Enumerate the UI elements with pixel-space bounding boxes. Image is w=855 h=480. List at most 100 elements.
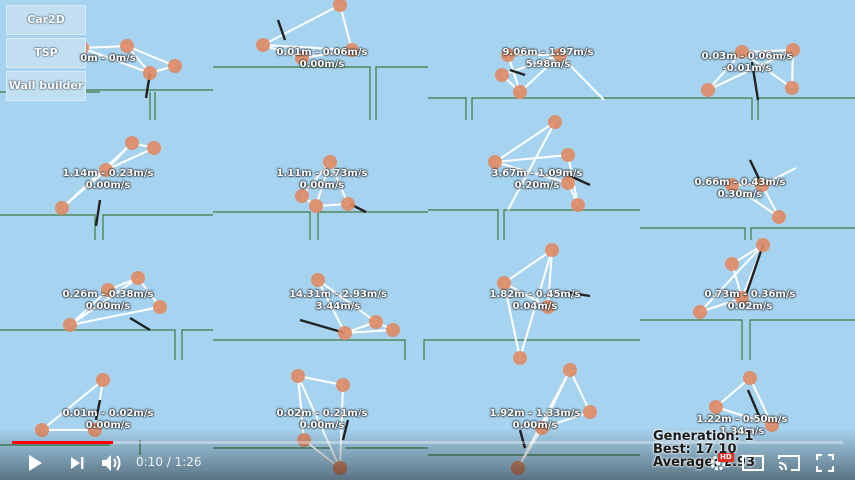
creature-joint xyxy=(511,461,525,475)
creature-joint xyxy=(786,43,800,57)
creature-joint xyxy=(125,136,139,150)
creature-limb xyxy=(541,369,571,429)
creature xyxy=(55,136,161,227)
creature-limb xyxy=(105,147,155,171)
ground-segment xyxy=(213,211,428,240)
creature-joint xyxy=(583,405,597,419)
creature-joint xyxy=(291,369,305,383)
creature-joint xyxy=(153,300,167,314)
creature-limb xyxy=(731,184,780,218)
creature xyxy=(75,39,182,99)
creature-joint xyxy=(693,305,707,319)
creature-limb xyxy=(715,377,751,408)
creature xyxy=(701,43,800,101)
creature-limb xyxy=(262,4,341,46)
ground-segment xyxy=(640,319,855,360)
creature-limb xyxy=(339,384,344,469)
creature-joint xyxy=(336,378,350,392)
creature-joint xyxy=(101,283,115,297)
cell-label-1: 0m - 0m/s xyxy=(80,53,136,64)
tsp-button[interactable]: TSP xyxy=(6,38,86,68)
creature-joint xyxy=(495,68,509,82)
creature-joint xyxy=(785,81,799,95)
creature-joint xyxy=(333,461,347,475)
creature-limb xyxy=(519,54,561,93)
creature-limb xyxy=(297,375,341,469)
cell-label-14: 0.02m - 0.21m/s 0.00m/s xyxy=(276,408,368,431)
creature-joint xyxy=(772,210,786,224)
creature-limb xyxy=(81,45,128,49)
cast-button[interactable] xyxy=(777,452,801,474)
creature-joint xyxy=(765,418,779,432)
cell-label-15: 1.92m - 1.33m/s 0.00m/s xyxy=(489,408,581,431)
creature-joint xyxy=(295,189,309,203)
creature-limb xyxy=(547,249,553,308)
miniplayer-button[interactable] xyxy=(741,452,765,474)
creature xyxy=(497,243,591,365)
creature-limb xyxy=(741,49,794,53)
creature-limb xyxy=(569,369,591,413)
creature-joint xyxy=(99,163,113,177)
miniplayer-icon xyxy=(742,455,764,471)
creature-muscle xyxy=(518,429,527,449)
fullscreen-button[interactable] xyxy=(813,452,837,474)
creature-muscle xyxy=(94,199,102,227)
creature xyxy=(511,363,597,475)
cast-icon xyxy=(778,455,800,471)
creature xyxy=(693,238,770,319)
play-icon xyxy=(29,455,42,471)
creature-joint xyxy=(571,198,585,212)
creature-joint xyxy=(743,371,757,385)
creature-joint xyxy=(725,178,739,192)
creature-joint xyxy=(309,199,323,213)
creature xyxy=(495,48,605,101)
creature-limb xyxy=(494,161,569,184)
wall-builder-button[interactable]: Wall builder xyxy=(6,71,86,101)
volume-button[interactable] xyxy=(100,452,124,474)
creature-joint xyxy=(323,155,337,169)
ground-segment xyxy=(428,209,640,240)
generation-stats: Generation: 1 Best: 17.10 Average: 2.93 xyxy=(653,430,755,469)
creature-limb xyxy=(69,289,109,326)
creature-joint xyxy=(386,323,400,337)
ground-segment xyxy=(0,329,213,360)
creature-limb xyxy=(715,406,773,426)
player-controls-bar xyxy=(0,428,855,480)
creature-joint xyxy=(341,197,355,211)
creature-limb xyxy=(699,297,743,313)
creature-limb xyxy=(126,45,176,67)
creature xyxy=(709,371,779,432)
hd-badge: HD xyxy=(718,453,734,462)
creature-joint xyxy=(545,243,559,257)
cell-label-11: 1.82m - 0.45m/s 0.04m/s xyxy=(489,289,581,312)
ground-segment xyxy=(0,440,141,455)
creature xyxy=(291,369,350,475)
creature xyxy=(725,159,797,224)
creature-joint xyxy=(501,48,515,62)
cell-label-4: 0.03m - 0.06m/s -0.01m/s xyxy=(701,51,793,74)
creature-joint xyxy=(735,45,749,59)
creature-joint xyxy=(333,0,347,12)
creature-limb xyxy=(329,161,349,205)
cell-label-13: 0.01m - 0.02m/s 0.00m/s xyxy=(62,408,154,431)
ground-segment xyxy=(640,227,855,240)
cell-label-6: 1.11m - 0.73m/s 0.00m/s xyxy=(276,168,368,191)
average-label: Average: 2.93 xyxy=(653,455,755,470)
cell-label-10: 14.31m - 2.93m/s 3.44m/s xyxy=(289,289,387,312)
creature xyxy=(35,373,110,437)
creature-joint xyxy=(755,178,769,192)
creature-muscle xyxy=(509,68,526,77)
creature-joint xyxy=(541,300,555,314)
creature-muscle xyxy=(567,173,591,187)
play-button[interactable] xyxy=(24,452,46,474)
next-button[interactable] xyxy=(66,452,88,474)
car2d-button[interactable]: Car2D xyxy=(6,5,86,35)
creature-limb xyxy=(301,49,353,59)
creature-limb xyxy=(749,377,773,426)
creature-limb xyxy=(297,375,305,441)
creature-joint xyxy=(553,48,567,62)
progress-bar[interactable] xyxy=(12,441,843,444)
creature-limb xyxy=(741,51,793,89)
creature-layer xyxy=(35,0,800,475)
creature-limb xyxy=(507,121,556,211)
